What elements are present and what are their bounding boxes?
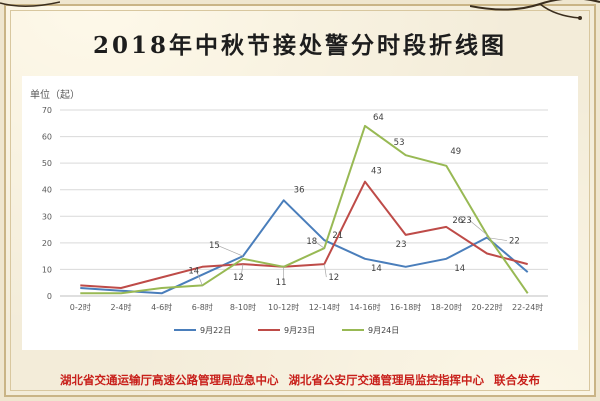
- data-label: 43: [371, 167, 382, 177]
- y-tick-label: 0: [47, 292, 52, 301]
- legend-item-1: 9月22日: [174, 326, 231, 335]
- data-label-leader: [486, 237, 508, 241]
- publish-note: 联合发布: [494, 373, 540, 387]
- data-label: 23: [396, 240, 407, 250]
- x-tick-label: 6-8时: [192, 302, 213, 312]
- data-label-leader: [240, 264, 244, 278]
- x-tick-label: 12-14时: [309, 302, 340, 312]
- y-tick-label: 50: [42, 159, 52, 168]
- y-tick-label: 30: [42, 212, 52, 221]
- legend-label: 9月23日: [284, 326, 315, 335]
- y-tick-label: 10: [42, 265, 52, 274]
- x-tick-label: 20-22时: [471, 302, 502, 312]
- grid-layer: [60, 109, 548, 297]
- y-tick-label: 40: [42, 186, 52, 195]
- x-tick-label: 16-18时: [390, 302, 421, 312]
- x-tick-label: 10-12时: [268, 302, 299, 312]
- legend-label: 9月24日: [368, 326, 399, 335]
- series-line-2: [80, 180, 528, 289]
- data-label: 14: [371, 264, 382, 274]
- data-label: 15: [209, 241, 220, 251]
- data-label-leader: [314, 240, 325, 249]
- tick-layer: 0 10 20 30 40 50 60 70 0-2时 2-4时 4-6时 6-8时 8-10时 10-1…: [42, 106, 543, 312]
- x-tick-label: 18-20时: [431, 302, 462, 312]
- footer-publishers: 湖北省交通运输厅高速公路管理局应急中心 湖北省公安厅交通管理局监控指挥中心 联合发布: [0, 372, 600, 388]
- publisher-2: 湖北省公安厅交通管理局监控指挥中心: [288, 373, 485, 387]
- data-label: 14: [454, 264, 465, 274]
- branch-decoration-top-right: [470, 0, 600, 20]
- data-label-leader: [468, 219, 488, 236]
- x-tick-label: 14-16时: [349, 302, 380, 312]
- series-layer: [80, 124, 529, 295]
- data-label: 21: [332, 231, 343, 241]
- legend-item-2: 9月23日: [258, 326, 315, 335]
- publisher-1: 湖北省交通运输厅高速公路管理局应急中心: [60, 373, 279, 387]
- data-label-leader: [196, 270, 203, 286]
- x-tick-label: 22-24时: [512, 302, 543, 312]
- y-tick-label: 70: [42, 106, 52, 115]
- data-label: 64: [373, 113, 384, 123]
- data-label: 23: [461, 216, 472, 226]
- x-tick-label: 2-4时: [110, 302, 131, 312]
- series-line-1: [80, 199, 529, 295]
- legend-item-3: 9月24日: [342, 326, 399, 335]
- y-tick-label: 20: [42, 239, 52, 248]
- data-label: 22: [509, 237, 520, 247]
- y-axis-label: 单位（起）: [30, 88, 80, 101]
- data-label: 26: [452, 216, 463, 226]
- data-label: 12: [233, 273, 244, 283]
- data-label-leader: [323, 264, 327, 278]
- data-label: 53: [394, 138, 405, 148]
- data-label: 49: [450, 147, 461, 157]
- data-label: 36: [294, 185, 305, 195]
- legend: 9月22日 9月23日 9月24日: [174, 326, 399, 335]
- branch-decoration-top-left: [0, 1, 60, 7]
- data-label: 18: [306, 237, 317, 247]
- data-label: 11: [276, 278, 287, 288]
- x-tick-label: 0-2时: [70, 302, 91, 312]
- legend-label: 9月22日: [200, 326, 231, 335]
- y-tick-label: 60: [42, 133, 52, 142]
- data-label: 14: [188, 266, 199, 276]
- x-tick-label: 8-10时: [230, 302, 256, 312]
- data-label: 12: [328, 273, 339, 283]
- chart-title: 2018年中秋节接处警分时段折线图: [92, 32, 507, 59]
- data-label-leader: [216, 244, 244, 257]
- series-line-3: [80, 124, 529, 295]
- x-tick-label: 4-6时: [151, 302, 172, 312]
- plot-panel: [22, 76, 578, 350]
